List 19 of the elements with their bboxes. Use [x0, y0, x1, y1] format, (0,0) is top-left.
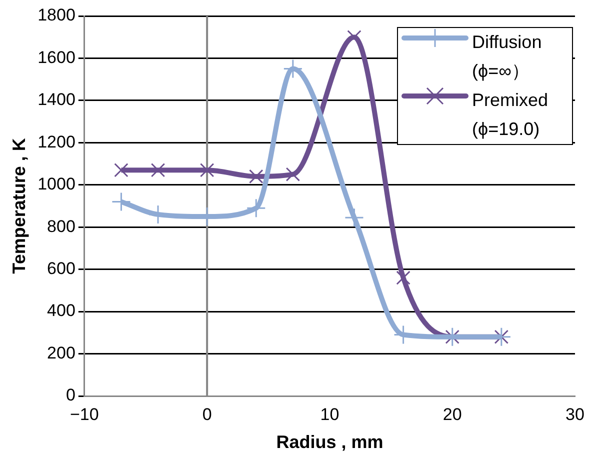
legend-label: Premixed (ϕ=19.0) — [472, 89, 550, 141]
legend-label: Diffusion (ϕ=∞） — [472, 31, 543, 83]
y-axis-title: Temperature , K — [8, 138, 29, 274]
y-tick-label: 400 — [47, 301, 76, 320]
x-tick-label: 10 — [320, 404, 340, 424]
y-tick-label: 200 — [47, 343, 76, 362]
y-tick-label: 1800 — [38, 6, 76, 25]
y-tick-label: 1000 — [38, 174, 76, 194]
x-tick-label: 0 — [202, 404, 212, 424]
y-tick-label: 800 — [47, 216, 76, 236]
y-tick-label: 600 — [47, 259, 76, 278]
y-tick-label: 0 — [66, 386, 76, 405]
y-tick-label: 1400 — [38, 90, 76, 110]
x-axis-title: Radius , mm — [276, 432, 384, 452]
x-tick-label: 30 — [566, 404, 584, 424]
y-tick-label: 1600 — [38, 48, 76, 67]
x-tick-label: 20 — [442, 404, 462, 424]
y-tick-label: 1200 — [38, 132, 76, 152]
x-tick-label: −10 — [70, 404, 99, 424]
